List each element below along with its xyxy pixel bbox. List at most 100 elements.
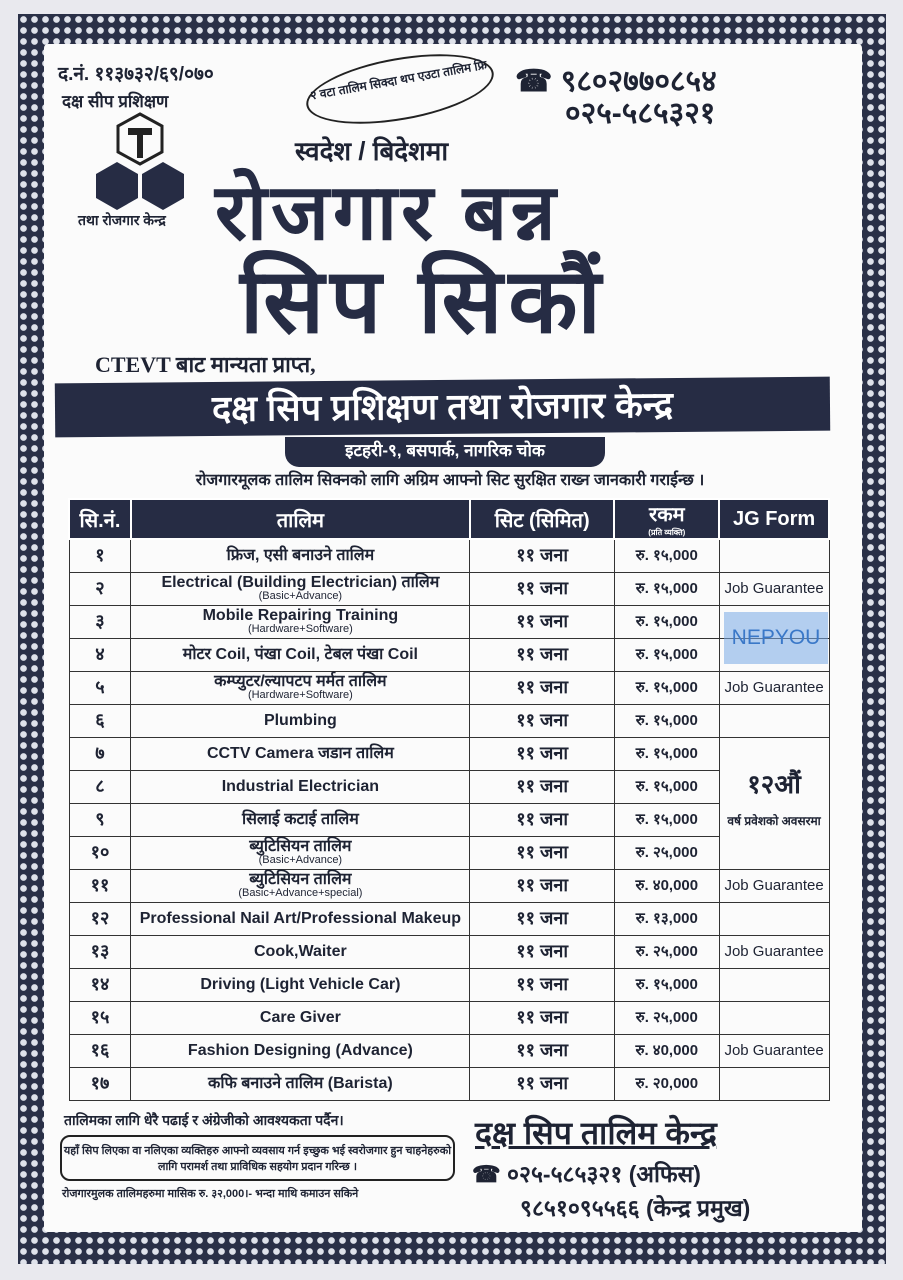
course-name: Mobile Repairing Training xyxy=(202,606,399,624)
table-row: २ Electrical (Building Electrician) तालि… xyxy=(68,571,830,606)
anniversary-badge: १२औं xyxy=(747,769,801,799)
cell-seats: ११ जना xyxy=(469,538,615,573)
course-name: सिलाई कटाई तालिम xyxy=(241,811,359,828)
cell-seats: ११ जना xyxy=(469,835,615,870)
cell-seats: ११ जना xyxy=(469,637,615,672)
cell-sn: ११ xyxy=(68,868,132,903)
cell-course: फ्रिज, एसी बनाउने तालिम xyxy=(130,538,471,573)
cell-sn: १२ xyxy=(68,901,132,936)
header-sn: सि.नं. xyxy=(68,498,132,540)
course-table: सि.नं. तालिम सिट (सिमित) रकम (प्रति व्यक्… xyxy=(68,498,830,1101)
table-row: ६ Plumbing ११ जना रु. १५,000 xyxy=(68,703,830,738)
cell-course: सिलाई कटाई तालिम xyxy=(130,802,471,837)
logo-text: दक्ष सीप प्रशिक्षण xyxy=(62,92,169,111)
notice: रोजगारमूलक तालिम सिक्नको लागि अग्रिम आफ्… xyxy=(195,472,705,489)
cell-fee: रु. २५,000 xyxy=(613,835,720,870)
cell-sn: ६ xyxy=(68,703,132,738)
cell-sn: ९ xyxy=(68,802,132,837)
logo-subtitle: तथा रोजगार केन्द्र xyxy=(78,212,166,228)
table-row: १० ब्युटिसियन तालिम (Basic+Advance) ११ जन… xyxy=(68,835,829,870)
header-seats: सिट (सिमित) xyxy=(468,498,616,540)
table-row: ५ कम्प्युटर/ल्यापटप मर्मत तालिम (Hardware… xyxy=(68,670,830,705)
cell-sn: १५ xyxy=(68,1000,132,1035)
course-sub: (Basic+Advance) xyxy=(258,589,343,602)
headline-2: सिप सिकौं xyxy=(240,252,607,352)
cell-course: Professional Nail Art/Professional Makeu… xyxy=(130,901,471,936)
cell-seats: ११ जना xyxy=(469,934,615,969)
registration-number: द.नं. ११३७३२/६९/०७० xyxy=(58,64,214,85)
cell-fee: रु. १३,000 xyxy=(613,901,720,936)
cell-sn: ५ xyxy=(68,670,132,705)
org-name-banner: दक्ष सिप प्रशिक्षण तथा रोजगार केन्द्र xyxy=(54,376,831,438)
headline-1: रोजगार बन्न xyxy=(215,168,560,256)
footer-earnings: रोजगारमुलक तालिमहरुमा मासिक रु. ३२,000।-… xyxy=(62,1188,359,1200)
cell-fee: रु. १५,000 xyxy=(613,571,720,606)
footer-phone-chief: ९८५१०९५५६६ (केन्द्र प्रमुख) xyxy=(520,1195,751,1221)
header-fee: रकम (प्रति व्यक्ति) xyxy=(613,498,721,540)
cell-fee: रु. १५,000 xyxy=(613,637,720,672)
cell-fee: रु. २५,000 xyxy=(613,1000,720,1035)
cell-jg xyxy=(718,703,830,738)
cell-fee: रु. १५,000 xyxy=(613,967,720,1002)
cell-seats: ११ जना xyxy=(469,901,615,936)
cell-seats: ११ जना xyxy=(469,670,615,705)
cell-fee: रु. २0,000 xyxy=(613,1066,720,1101)
anniversary-cell: १२औं वर्ष प्रवेशको अवसरमा xyxy=(718,736,830,870)
cell-course: Fashion Designing (Advance) xyxy=(130,1033,471,1068)
table-row: १ फ्रिज, एसी बनाउने तालिम ११ जना रु. १५,… xyxy=(68,538,830,573)
header-fee-label: रकम xyxy=(649,504,685,526)
footer-box: यहाँ सिप लिएका वा नलिएका व्यक्तिहरु आफ्न… xyxy=(60,1135,455,1181)
cell-sn: १४ xyxy=(68,967,132,1002)
cell-seats: ११ जना xyxy=(469,604,615,639)
cell-sn: ३ xyxy=(68,604,132,639)
header-course: तालिम xyxy=(129,498,471,540)
table-row: १४ Driving (Light Vehicle Car) ११ जना रु… xyxy=(68,967,830,1002)
table-row: ८ Industrial Electrician ११ जना रु. १५,0… xyxy=(68,769,829,804)
cell-seats: ११ जना xyxy=(469,1000,615,1035)
table-header: सि.नं. तालिम सिट (सिमित) रकम (प्रति व्यक्… xyxy=(68,498,830,540)
course-name: Industrial Electrician xyxy=(221,778,380,795)
cell-seats: ११ जना xyxy=(469,736,615,771)
cell-fee: रु. १५,000 xyxy=(613,769,720,804)
course-sub: (Hardware+Software) xyxy=(247,688,353,701)
address: इटहरी-९, बसपार्क, नागरिक चोक xyxy=(285,437,605,467)
cell-course: Industrial Electrician xyxy=(130,769,471,804)
cell-fee: रु. १५,000 xyxy=(613,736,720,771)
cell-jg: Job Guarantee xyxy=(718,1033,830,1068)
cell-course: ब्युटिसियन तालिम (Basic+Advance+special) xyxy=(130,868,471,903)
cell-sn: २ xyxy=(68,571,132,606)
cell-sn: १६ xyxy=(68,1033,132,1068)
cell-fee: रु. १५,000 xyxy=(613,604,720,639)
cell-sn: ४ xyxy=(68,637,132,672)
office-phone: ०२५-५८५३२१ (अफिस) xyxy=(507,1161,701,1187)
cell-jg xyxy=(718,967,830,1002)
table-row: १५ Care Giver ११ जना रु. २५,000 xyxy=(68,1000,830,1035)
footer-phone-office: ☎ ०२५-५८५३२१ (अफिस) xyxy=(472,1160,701,1188)
cell-seats: ११ जना xyxy=(469,703,615,738)
cell-course: कम्प्युटर/ल्यापटप मर्मत तालिम (Hardware+S… xyxy=(130,670,471,705)
logo-icon xyxy=(96,112,184,210)
course-name: Fashion Designing (Advance) xyxy=(187,1042,413,1059)
course-sub: (Basic+Advance) xyxy=(258,853,343,866)
cell-sn: १ xyxy=(68,538,132,573)
header-fee-sub: (प्रति व्यक्ति) xyxy=(648,528,686,537)
phone-mobile: ९८०२७७०८५४ xyxy=(560,65,717,98)
cell-seats: ११ जना xyxy=(469,571,615,606)
cell-seats: ११ जना xyxy=(469,1033,615,1068)
cell-sn: १७ xyxy=(68,1066,132,1101)
cell-jg xyxy=(718,538,830,573)
telephone-icon: ☎ xyxy=(472,1161,501,1187)
course-name: ब्युटिसियन तालिम xyxy=(249,837,352,855)
cell-course: ब्युटिसियन तालिम (Basic+Advance) xyxy=(130,835,471,870)
cell-course: मोटर Coil, पंखा Coil, टेबल पंखा Coil xyxy=(130,637,471,672)
cell-sn: ७ xyxy=(68,736,132,771)
course-name: Electrical (Building Electrician) तालिम xyxy=(161,573,440,591)
cell-jg xyxy=(718,901,830,936)
cell-course: Plumbing xyxy=(130,703,471,738)
cell-sn: १३ xyxy=(68,934,132,969)
cell-course: Electrical (Building Electrician) तालिम(… xyxy=(130,571,471,606)
cell-fee: रु. ४0,000 xyxy=(613,868,720,903)
cell-seats: ११ जना xyxy=(469,967,615,1002)
cell-jg: Job Guarantee xyxy=(718,934,830,969)
table-row: ३ Mobile Repairing Training (Hardware+Sof… xyxy=(68,604,830,639)
